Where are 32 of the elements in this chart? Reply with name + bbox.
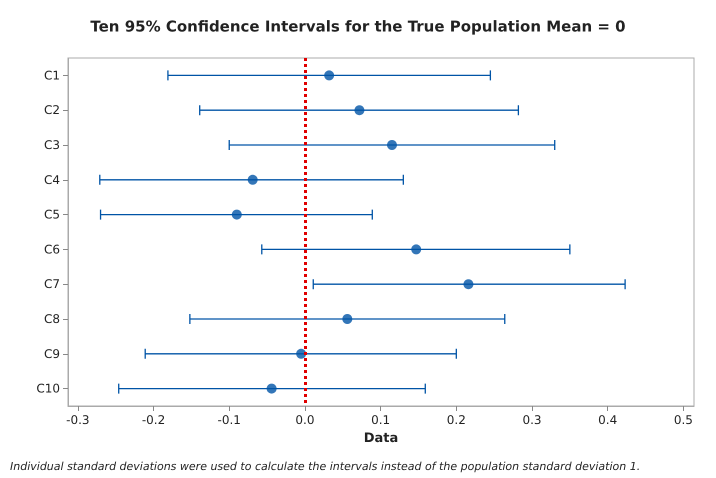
y-tick-label: C5 (44, 208, 60, 222)
x-tick-label: 0.4 (598, 413, 618, 427)
x-tick-label: -0.1 (218, 413, 241, 427)
x-tick-label: 0.0 (295, 413, 314, 427)
x-tick-label: 0.1 (371, 413, 390, 427)
x-tick-label: 0.2 (446, 413, 466, 427)
point (463, 279, 474, 290)
x-tick-label: 0.5 (674, 413, 693, 427)
point (248, 174, 258, 185)
y-tick-label: C1 (44, 68, 60, 82)
y-tick-label: C10 (36, 382, 60, 396)
chart-title: Ten 95% Confidence Intervals for the True Population Mean = 0 (90, 18, 626, 36)
point (232, 210, 242, 220)
y-tick-label: C6 (44, 242, 60, 256)
point (342, 314, 352, 324)
x-axis-title: Data (364, 431, 398, 446)
y-tick-label: C7 (44, 277, 60, 292)
point (296, 348, 306, 359)
x-tick-label: -0.3 (66, 413, 90, 427)
y-tick-label: C4 (44, 172, 60, 187)
y-tick-label: C3 (44, 138, 60, 152)
x-tick-label: 0.3 (522, 413, 542, 427)
x-tick-label: -0.2 (142, 413, 166, 427)
point (386, 140, 397, 150)
y-tick-label: C9 (44, 346, 60, 361)
y-tick-label: C2 (44, 103, 60, 118)
y-tick-label: C8 (44, 312, 60, 326)
point (411, 244, 422, 254)
point (354, 105, 364, 116)
text: Individual standard deviations were used to calculate the intervals instead of the population standard deviation 1. (10, 460, 640, 473)
point (266, 384, 277, 394)
point (324, 70, 334, 80)
